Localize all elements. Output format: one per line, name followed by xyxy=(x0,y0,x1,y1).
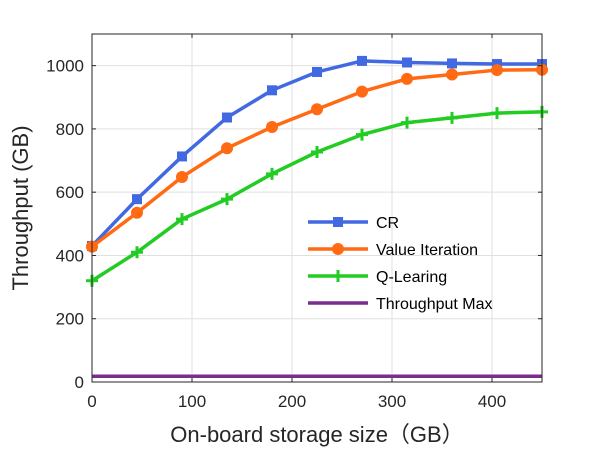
data-point-value-iteration xyxy=(356,85,368,98)
data-point-q-learing xyxy=(446,111,458,124)
data-point-cr xyxy=(267,85,277,96)
data-point-q-learing xyxy=(266,167,278,180)
data-point-value-iteration xyxy=(266,121,278,134)
data-point-value-iteration xyxy=(491,64,503,77)
x-tick-label: 200 xyxy=(278,392,306,411)
legend-item-q-learing: Q-Learing xyxy=(308,269,447,286)
data-point-q-learing xyxy=(176,213,188,226)
x-tick-label: 300 xyxy=(378,392,406,411)
data-point-q-learing xyxy=(356,128,368,141)
data-point-cr xyxy=(357,55,367,66)
series-layer xyxy=(86,55,548,379)
y-tick-label: 800 xyxy=(56,120,84,139)
legend-item-throughput-max: Throughput Max xyxy=(308,296,493,313)
legend-label-value-iteration: Value Iteration xyxy=(376,242,478,259)
data-point-cr xyxy=(177,151,187,162)
series-value-iteration xyxy=(86,63,548,253)
series-cr xyxy=(87,55,547,251)
y-axis-title: Throughput (GB) xyxy=(8,125,33,290)
data-point-value-iteration xyxy=(176,170,188,183)
ticks: 0 200 400 600 800 1000 0 100 200 300 400 xyxy=(46,34,542,411)
grid xyxy=(91,34,542,383)
data-point-cr xyxy=(222,112,232,123)
data-point-q-learing xyxy=(221,193,233,206)
data-point-q-learing xyxy=(491,107,503,120)
data-point-value-iteration xyxy=(131,206,143,219)
y-tick-label: 1000 xyxy=(46,57,84,76)
x-tick-label: 0 xyxy=(87,392,96,411)
data-point-value-iteration xyxy=(401,72,413,85)
data-point-q-learing xyxy=(311,146,323,159)
y-tick-label: 600 xyxy=(56,183,84,202)
data-point-cr xyxy=(312,66,322,77)
legend-item-value-iteration: Value Iteration xyxy=(308,242,478,259)
x-axis-title: On-board storage size（GB） xyxy=(170,422,463,447)
y-tick-label: 200 xyxy=(56,310,84,329)
y-tick-label: 0 xyxy=(75,373,84,392)
legend: CR Value Iteration Q-Learing Throughput Max xyxy=(308,215,493,313)
y-tick-label: 400 xyxy=(56,246,84,265)
data-point-cr xyxy=(132,194,142,205)
legend-label-q-learing: Q-Learing xyxy=(376,269,447,286)
x-tick-label: 400 xyxy=(478,392,506,411)
plot-frame xyxy=(91,33,543,383)
legend-marker-value-iteration xyxy=(332,243,344,255)
data-point-q-learing xyxy=(131,246,143,259)
x-tick-label: 100 xyxy=(178,392,206,411)
data-point-value-iteration xyxy=(221,142,233,155)
data-point-cr xyxy=(402,57,412,68)
data-point-value-iteration xyxy=(311,103,323,116)
data-point-cr xyxy=(447,58,457,69)
legend-label-cr: CR xyxy=(376,215,399,232)
legend-marker-q-learing xyxy=(332,270,344,282)
legend-marker-cr xyxy=(333,217,343,227)
legend-item-cr: CR xyxy=(308,215,399,232)
legend-label-throughput-max: Throughput Max xyxy=(376,296,493,313)
data-point-value-iteration xyxy=(446,68,458,81)
data-point-q-learing xyxy=(401,116,413,129)
